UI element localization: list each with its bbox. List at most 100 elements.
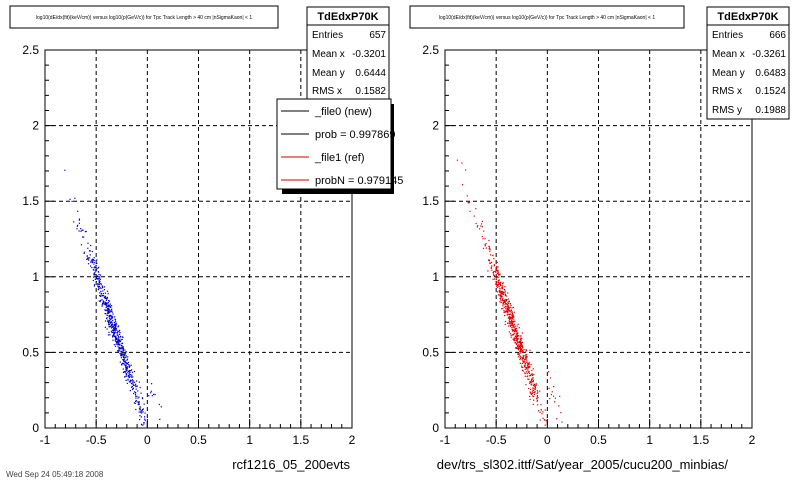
data-point — [518, 343, 520, 345]
data-point — [105, 301, 107, 303]
data-point — [125, 375, 127, 377]
data-point — [140, 392, 142, 394]
data-point — [539, 411, 541, 413]
data-point — [98, 273, 100, 276]
data-point — [498, 286, 500, 288]
data-point — [488, 248, 490, 250]
data-point — [114, 339, 116, 341]
data-point — [118, 340, 120, 342]
data-point — [533, 383, 535, 385]
data-point — [502, 302, 504, 304]
data-point — [117, 334, 119, 336]
data-point — [138, 396, 140, 398]
data-point — [128, 381, 130, 383]
data-point — [468, 202, 470, 204]
data-point — [99, 278, 101, 280]
data-point — [97, 283, 99, 285]
data-point — [126, 358, 129, 360]
data-point — [102, 301, 104, 303]
data-point — [117, 342, 119, 344]
data-point — [521, 366, 523, 369]
data-point — [528, 371, 530, 373]
data-point — [507, 317, 509, 319]
data-point — [135, 392, 137, 394]
data-point — [488, 239, 490, 242]
data-point — [87, 258, 89, 260]
data-point — [529, 398, 531, 400]
data-point — [531, 395, 534, 397]
data-point — [536, 393, 538, 395]
data-point — [517, 349, 520, 351]
data-point — [89, 254, 91, 256]
data-point — [495, 277, 497, 279]
data-point — [91, 267, 93, 269]
data-point — [100, 294, 102, 296]
data-point — [134, 384, 136, 386]
data-point — [532, 389, 534, 391]
data-point — [102, 303, 104, 305]
data-point — [512, 314, 514, 316]
data-point — [138, 402, 140, 404]
data-point — [137, 397, 139, 399]
right-stats-label-2: Mean y — [712, 68, 745, 79]
data-point — [122, 356, 125, 358]
data-point — [507, 311, 509, 313]
data-point — [532, 368, 534, 370]
data-point — [93, 284, 96, 286]
data-point — [139, 419, 141, 421]
data-point — [497, 271, 499, 273]
data-point — [98, 282, 100, 284]
data-point — [103, 301, 105, 303]
data-point — [123, 356, 125, 358]
data-point — [510, 334, 512, 336]
data-point — [543, 419, 545, 421]
data-point — [529, 349, 531, 351]
data-point — [507, 312, 509, 314]
data-point — [122, 368, 124, 370]
data-point — [519, 338, 521, 340]
data-point — [512, 315, 515, 317]
data-point — [113, 325, 115, 327]
x-tick-label: -1 — [40, 433, 51, 447]
data-point — [503, 310, 505, 312]
data-point — [144, 418, 146, 420]
data-point — [516, 325, 518, 327]
data-point — [109, 305, 111, 307]
data-point — [107, 319, 109, 321]
data-point — [513, 333, 515, 335]
data-point — [548, 371, 550, 373]
data-point — [517, 332, 519, 334]
data-point — [510, 322, 512, 324]
data-point — [99, 274, 102, 276]
data-point — [104, 320, 107, 322]
right-title-box — [409, 5, 685, 29]
data-point — [508, 315, 510, 318]
data-point — [529, 366, 531, 368]
left-title: log10(dE/dx(fit)(keV/cm)) versus log10(p… — [36, 15, 252, 21]
data-point — [500, 292, 502, 294]
x-tick-label: -1 — [440, 433, 451, 447]
data-point — [129, 390, 131, 392]
right-stats-frame — [706, 6, 790, 120]
data-point — [128, 366, 130, 368]
data-point — [508, 331, 510, 333]
data-point — [133, 370, 136, 373]
data-point — [114, 329, 116, 331]
data-point — [505, 298, 507, 300]
data-point — [127, 371, 129, 373]
data-point — [504, 302, 506, 304]
data-point — [106, 296, 108, 298]
data-point — [528, 372, 531, 374]
data-point — [528, 365, 530, 367]
data-point — [112, 325, 115, 327]
data-point — [122, 360, 125, 362]
data-point — [107, 305, 109, 307]
data-point — [120, 354, 122, 356]
left-caption: rcf1216_05_200evts — [232, 457, 350, 472]
data-point — [525, 356, 527, 358]
data-point — [111, 322, 113, 324]
data-point — [117, 326, 119, 328]
data-point — [96, 275, 99, 277]
data-point — [130, 379, 132, 381]
data-point — [103, 289, 105, 291]
